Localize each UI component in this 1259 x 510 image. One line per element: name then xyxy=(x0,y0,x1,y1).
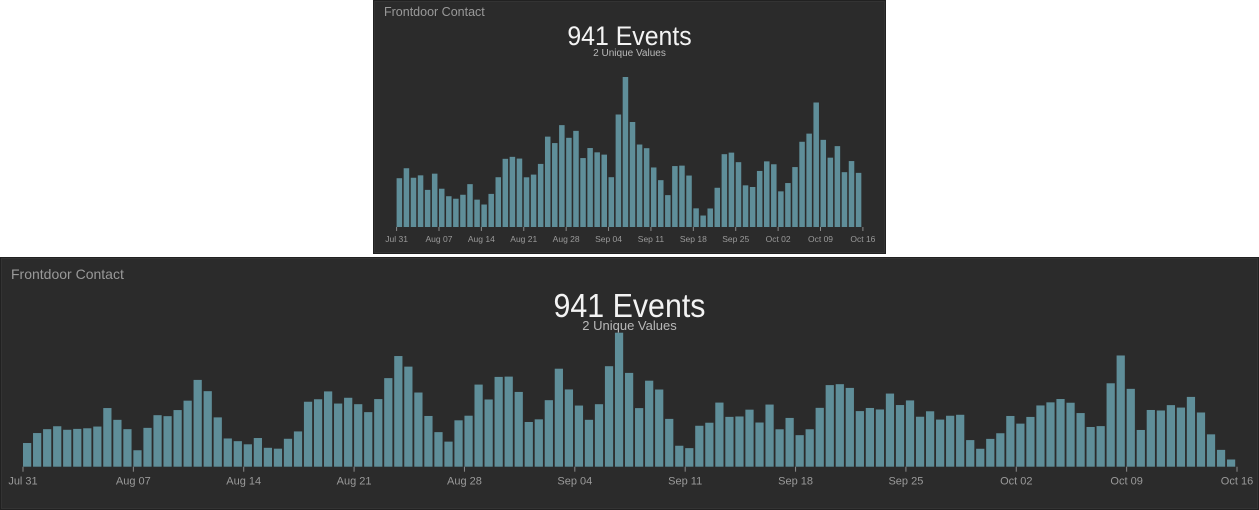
svg-text:Sep 25: Sep 25 xyxy=(888,476,923,488)
svg-text:Aug 14: Aug 14 xyxy=(468,234,495,244)
svg-text:Jul 31: Jul 31 xyxy=(385,234,408,244)
svg-text:Oct 02: Oct 02 xyxy=(766,234,791,244)
svg-text:Oct 16: Oct 16 xyxy=(850,234,875,244)
svg-text:Sep 18: Sep 18 xyxy=(680,234,707,244)
svg-text:Aug 07: Aug 07 xyxy=(426,234,453,244)
svg-text:Aug 28: Aug 28 xyxy=(447,476,482,488)
svg-text:Sep 25: Sep 25 xyxy=(722,234,749,244)
svg-text:Oct 16: Oct 16 xyxy=(1221,476,1253,488)
svg-text:Sep 04: Sep 04 xyxy=(557,476,592,488)
svg-text:Sep 11: Sep 11 xyxy=(668,476,702,488)
svg-text:Oct 09: Oct 09 xyxy=(808,234,833,244)
svg-text:Aug 14: Aug 14 xyxy=(226,476,261,488)
svg-text:Sep 04: Sep 04 xyxy=(595,234,622,244)
svg-text:Aug 28: Aug 28 xyxy=(553,234,580,244)
svg-text:Oct 02: Oct 02 xyxy=(1000,476,1032,488)
svg-text:Jul 31: Jul 31 xyxy=(8,476,37,488)
svg-text:Sep 11: Sep 11 xyxy=(638,234,665,244)
svg-text:Oct 09: Oct 09 xyxy=(1110,476,1142,488)
svg-text:Aug 21: Aug 21 xyxy=(510,234,537,244)
svg-text:Aug 21: Aug 21 xyxy=(337,476,372,488)
svg-text:Sep 18: Sep 18 xyxy=(778,476,813,488)
svg-text:Aug 07: Aug 07 xyxy=(116,476,151,488)
